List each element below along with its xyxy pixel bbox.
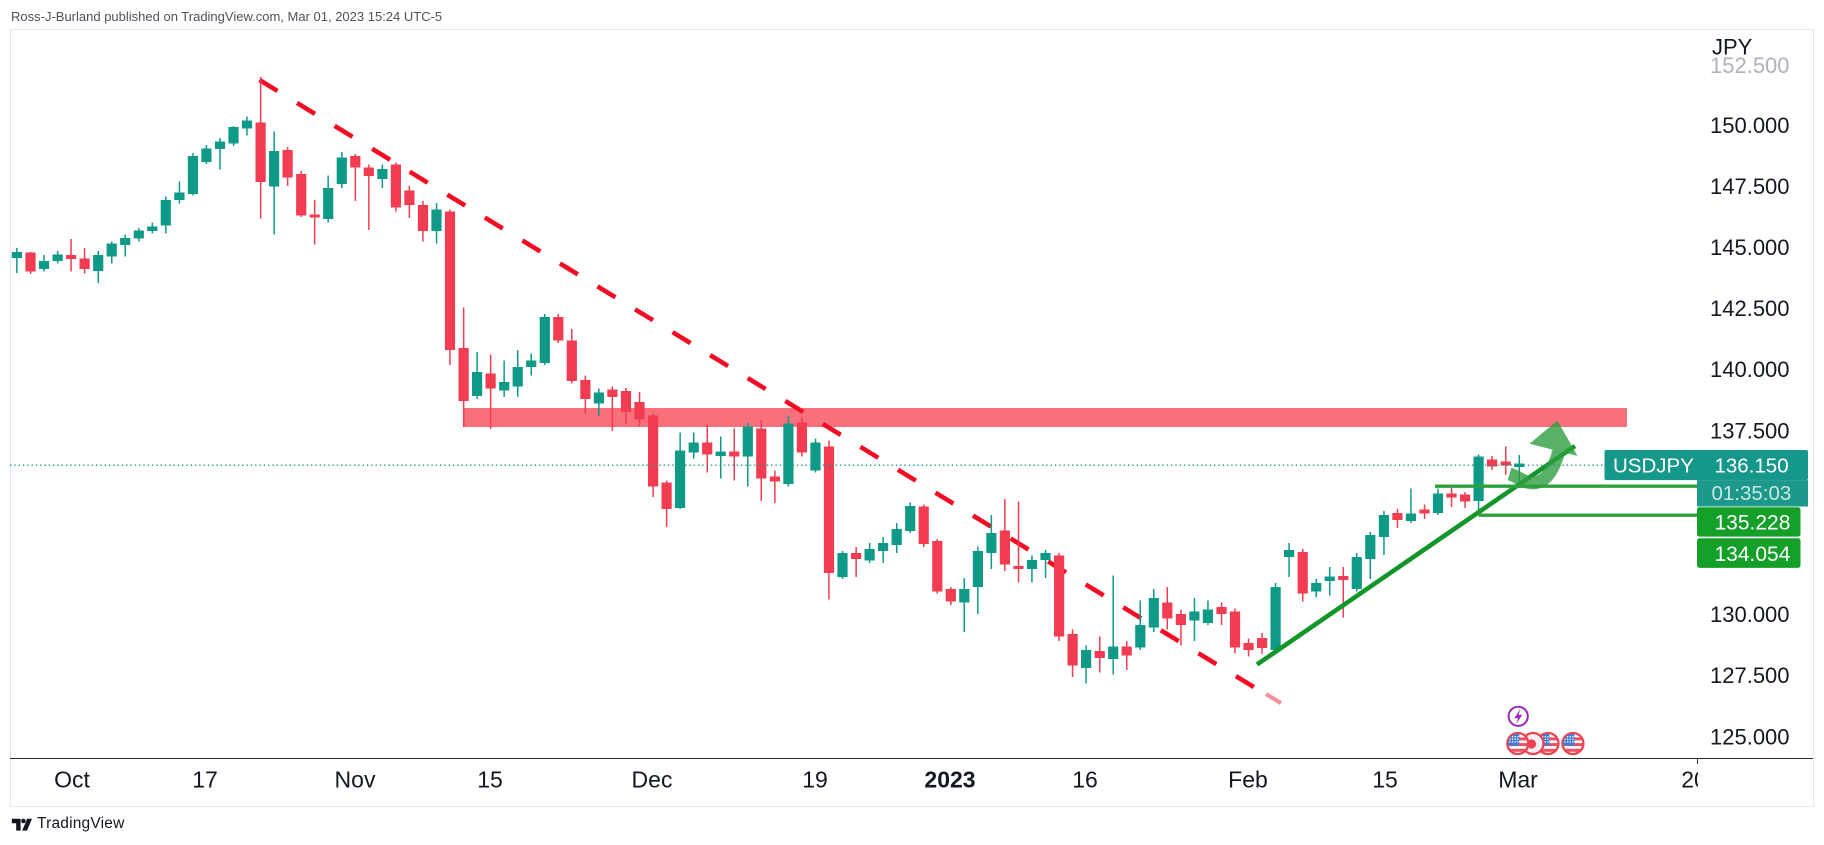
svg-text:16: 16 [1072,767,1098,793]
svg-text:Mar: Mar [1498,767,1538,793]
svg-text:130.000: 130.000 [1710,602,1790,627]
svg-text:150.000: 150.000 [1710,113,1790,138]
svg-text:USDJPY: USDJPY [1613,454,1694,477]
svg-text:135.228: 135.228 [1715,511,1791,534]
svg-text:Oct: Oct [54,767,90,793]
svg-text:15: 15 [477,767,503,793]
svg-text:01:35:03: 01:35:03 [1712,482,1792,505]
svg-text:145.000: 145.000 [1710,235,1790,260]
svg-text:15: 15 [1372,767,1398,793]
svg-text:Feb: Feb [1228,767,1268,793]
svg-text:140.000: 140.000 [1710,357,1790,382]
svg-text:127.500: 127.500 [1710,663,1790,688]
svg-text:134.054: 134.054 [1715,543,1791,566]
svg-text:142.500: 142.500 [1710,296,1790,321]
svg-text:Dec: Dec [632,767,673,793]
svg-text:136.150: 136.150 [1715,454,1789,477]
svg-text:2023: 2023 [924,767,975,793]
svg-text:125.000: 125.000 [1710,725,1790,750]
svg-text:Nov: Nov [335,767,376,793]
svg-text:20: 20 [1681,767,1707,793]
svg-text:147.500: 147.500 [1710,174,1790,199]
svg-text:JPY: JPY [1712,35,1753,60]
svg-text:137.500: 137.500 [1710,419,1790,444]
svg-text:152.500: 152.500 [1710,53,1790,78]
svg-text:19: 19 [802,767,828,793]
svg-text:17: 17 [192,767,218,793]
